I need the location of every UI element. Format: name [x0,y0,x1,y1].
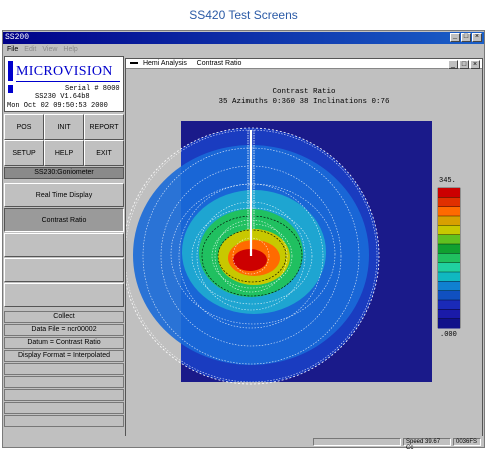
window-titlebar: SS200 _ □ × [3,32,484,44]
maximize-button[interactable]: □ [461,33,471,42]
datetime: Mon Oct 02 09:50:53 2000 [7,102,108,110]
color-scale-band [438,253,460,264]
empty-mode-button-2[interactable] [4,258,124,282]
color-scale-band [438,244,460,254]
color-scale-band [438,216,460,226]
display-format-row: Display Format = Interpolated [4,350,124,362]
exit-button[interactable]: EXIT [84,140,124,166]
report-button[interactable]: REPORT [84,114,124,140]
sub-close-button[interactable]: × [470,60,480,69]
setup-button[interactable]: SETUP [4,140,44,166]
speed-label: Speed [406,439,424,445]
logo-panel: MICROVISION Serial # 8000 SS230 V1.64b8 … [4,56,124,112]
color-scale-band [438,318,460,329]
window-menu-icon[interactable] [130,62,138,65]
color-scale-band [438,197,460,208]
menu-view[interactable]: View [42,46,58,53]
logo-underline [16,81,120,82]
color-scale [437,187,461,329]
color-scale-band [438,206,460,217]
subwindow-title-right: Contrast Ratio [196,60,242,67]
plot-area: Contrast Ratio 35 Azimuths 0:360 38 Incl… [126,70,482,436]
menu-help[interactable]: Help [63,46,78,53]
color-scale-band [438,300,460,310]
subwindow-titlebar: Hemi Analysis Contrast Ratio _ □ × [126,59,482,69]
help-button[interactable]: HELP [44,140,84,166]
speed-readout: Speed 39.67 Cc [403,438,451,451]
version: SS230 V1.64b8 [35,93,90,101]
logo-mark-small [8,85,13,93]
menu-edit[interactable]: Edit [24,46,37,53]
hemi-analysis-window: Hemi Analysis Contrast Ratio _ □ × Contr… [125,58,483,436]
close-button[interactable]: × [472,33,482,42]
logo: MICROVISION [16,64,113,79]
command-buttons: POS INIT REPORT SETUP HELP EXIT [4,114,124,166]
status-empty-cell [313,438,401,446]
empty-row-4 [4,402,124,414]
color-scale-band [438,290,460,301]
empty-row-2 [4,376,124,388]
scale-min-label: .000 [440,331,457,339]
menu-bar: File Edit View Help [3,45,484,54]
contrast-ratio-button[interactable]: Contrast Ratio [4,208,124,232]
sub-minimize-button[interactable]: _ [448,60,458,69]
status-code: 0036FS [453,438,481,446]
color-scale-band [438,225,460,236]
plot-title: Contrast Ratio [272,88,336,96]
empty-mode-button-3[interactable] [4,283,124,307]
scale-max-label: 345. [439,177,456,185]
empty-mode-button-1[interactable] [4,233,124,257]
empty-row-5 [4,415,124,427]
color-scale-band [438,281,460,292]
color-scale-band [438,234,460,245]
datum-row: Datum = Contrast Ratio [4,337,124,349]
page-title: SS420 Test Screens [189,8,298,22]
color-scale-band [438,309,460,320]
serial-number: Serial # 8000 [65,85,120,93]
empty-row-3 [4,389,124,401]
color-scale-band [438,272,460,282]
collect-row[interactable]: Collect [4,311,124,323]
window-title: SS200 [5,33,30,42]
control-panel: MICROVISION Serial # 8000 SS230 V1.64b8 … [4,56,124,436]
subwindow-title-left: Hemi Analysis [142,60,187,67]
init-button[interactable]: INIT [44,114,84,140]
minimize-button[interactable]: _ [450,33,460,42]
empty-row-1 [4,363,124,375]
status-bar: Speed 39.67 Cc 0036FS [3,437,484,451]
logo-mark [8,61,13,81]
data-file-row: Data File = ncr00002 [4,324,124,336]
goniometer-header: SS230:Goniometer [4,167,124,179]
speed-value: 39.67 Cc [406,439,441,451]
plot-subtitle: 35 Azimuths 0:360 38 Inclinations 0:76 [218,98,390,106]
real-time-display-button[interactable]: Real Time Display [4,183,124,207]
menu-file[interactable]: File [7,46,19,53]
color-scale-band [438,262,460,273]
sub-maximize-button[interactable]: □ [459,60,469,69]
contrast-plot: 345. .000 [126,121,461,385]
color-scale-band [438,188,460,198]
pos-button[interactable]: POS [4,114,44,140]
